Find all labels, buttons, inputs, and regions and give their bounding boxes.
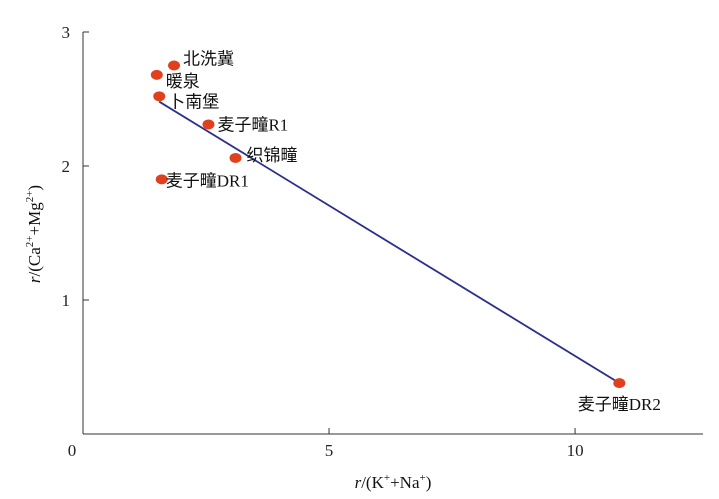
x-tick-label: 5 xyxy=(325,441,334,460)
data-point-label: 麦子疃R1 xyxy=(217,115,288,134)
y-axis-var: r xyxy=(25,276,44,283)
y-axis-part: /(Ca xyxy=(25,247,44,277)
x-axis-superscript: + xyxy=(384,472,390,484)
data-point xyxy=(202,119,215,130)
y-axis-title: r/(Ca2++Mg2+) xyxy=(24,185,44,283)
y-axis-part: +Mg xyxy=(25,202,44,236)
y-axis-superscript: 2+ xyxy=(24,191,36,203)
data-point-label: 织锦疃 xyxy=(247,146,298,165)
y-tick-label: 2 xyxy=(62,157,71,176)
data-point-label: 麦子疃DR1 xyxy=(166,171,249,190)
data-point-label: 北洗冀 xyxy=(183,50,234,69)
ticks-layer: 0 5 10 1 2 3 xyxy=(62,23,584,460)
x-axis-title: r/(K++Na+) xyxy=(355,472,432,492)
x-tick-label: 10 xyxy=(567,441,584,460)
data-point xyxy=(155,174,168,185)
data-point xyxy=(229,152,242,163)
y-axis-superscript: 2+ xyxy=(24,235,36,247)
x-axis-var: r xyxy=(355,473,362,492)
data-point xyxy=(153,91,166,102)
x-axis-superscript: + xyxy=(420,472,426,484)
data-point xyxy=(168,60,181,71)
data-point xyxy=(150,69,163,80)
y-axis-part: ) xyxy=(25,185,44,191)
y-tick-label: 3 xyxy=(62,23,71,42)
x-tick-label: 0 xyxy=(68,441,77,460)
data-point-label: 暖泉 xyxy=(166,72,200,91)
x-axis-part: ) xyxy=(426,473,432,492)
y-tick-label: 1 xyxy=(62,291,71,310)
x-axis-part: +Na xyxy=(390,473,420,492)
points-layer xyxy=(150,60,626,389)
fit-line xyxy=(158,100,620,384)
data-point-label: 麦子疃DR2 xyxy=(578,395,661,414)
data-point xyxy=(613,378,626,389)
data-point-label: 卜南堡 xyxy=(168,92,219,111)
x-axis-part: /(K xyxy=(361,473,384,492)
